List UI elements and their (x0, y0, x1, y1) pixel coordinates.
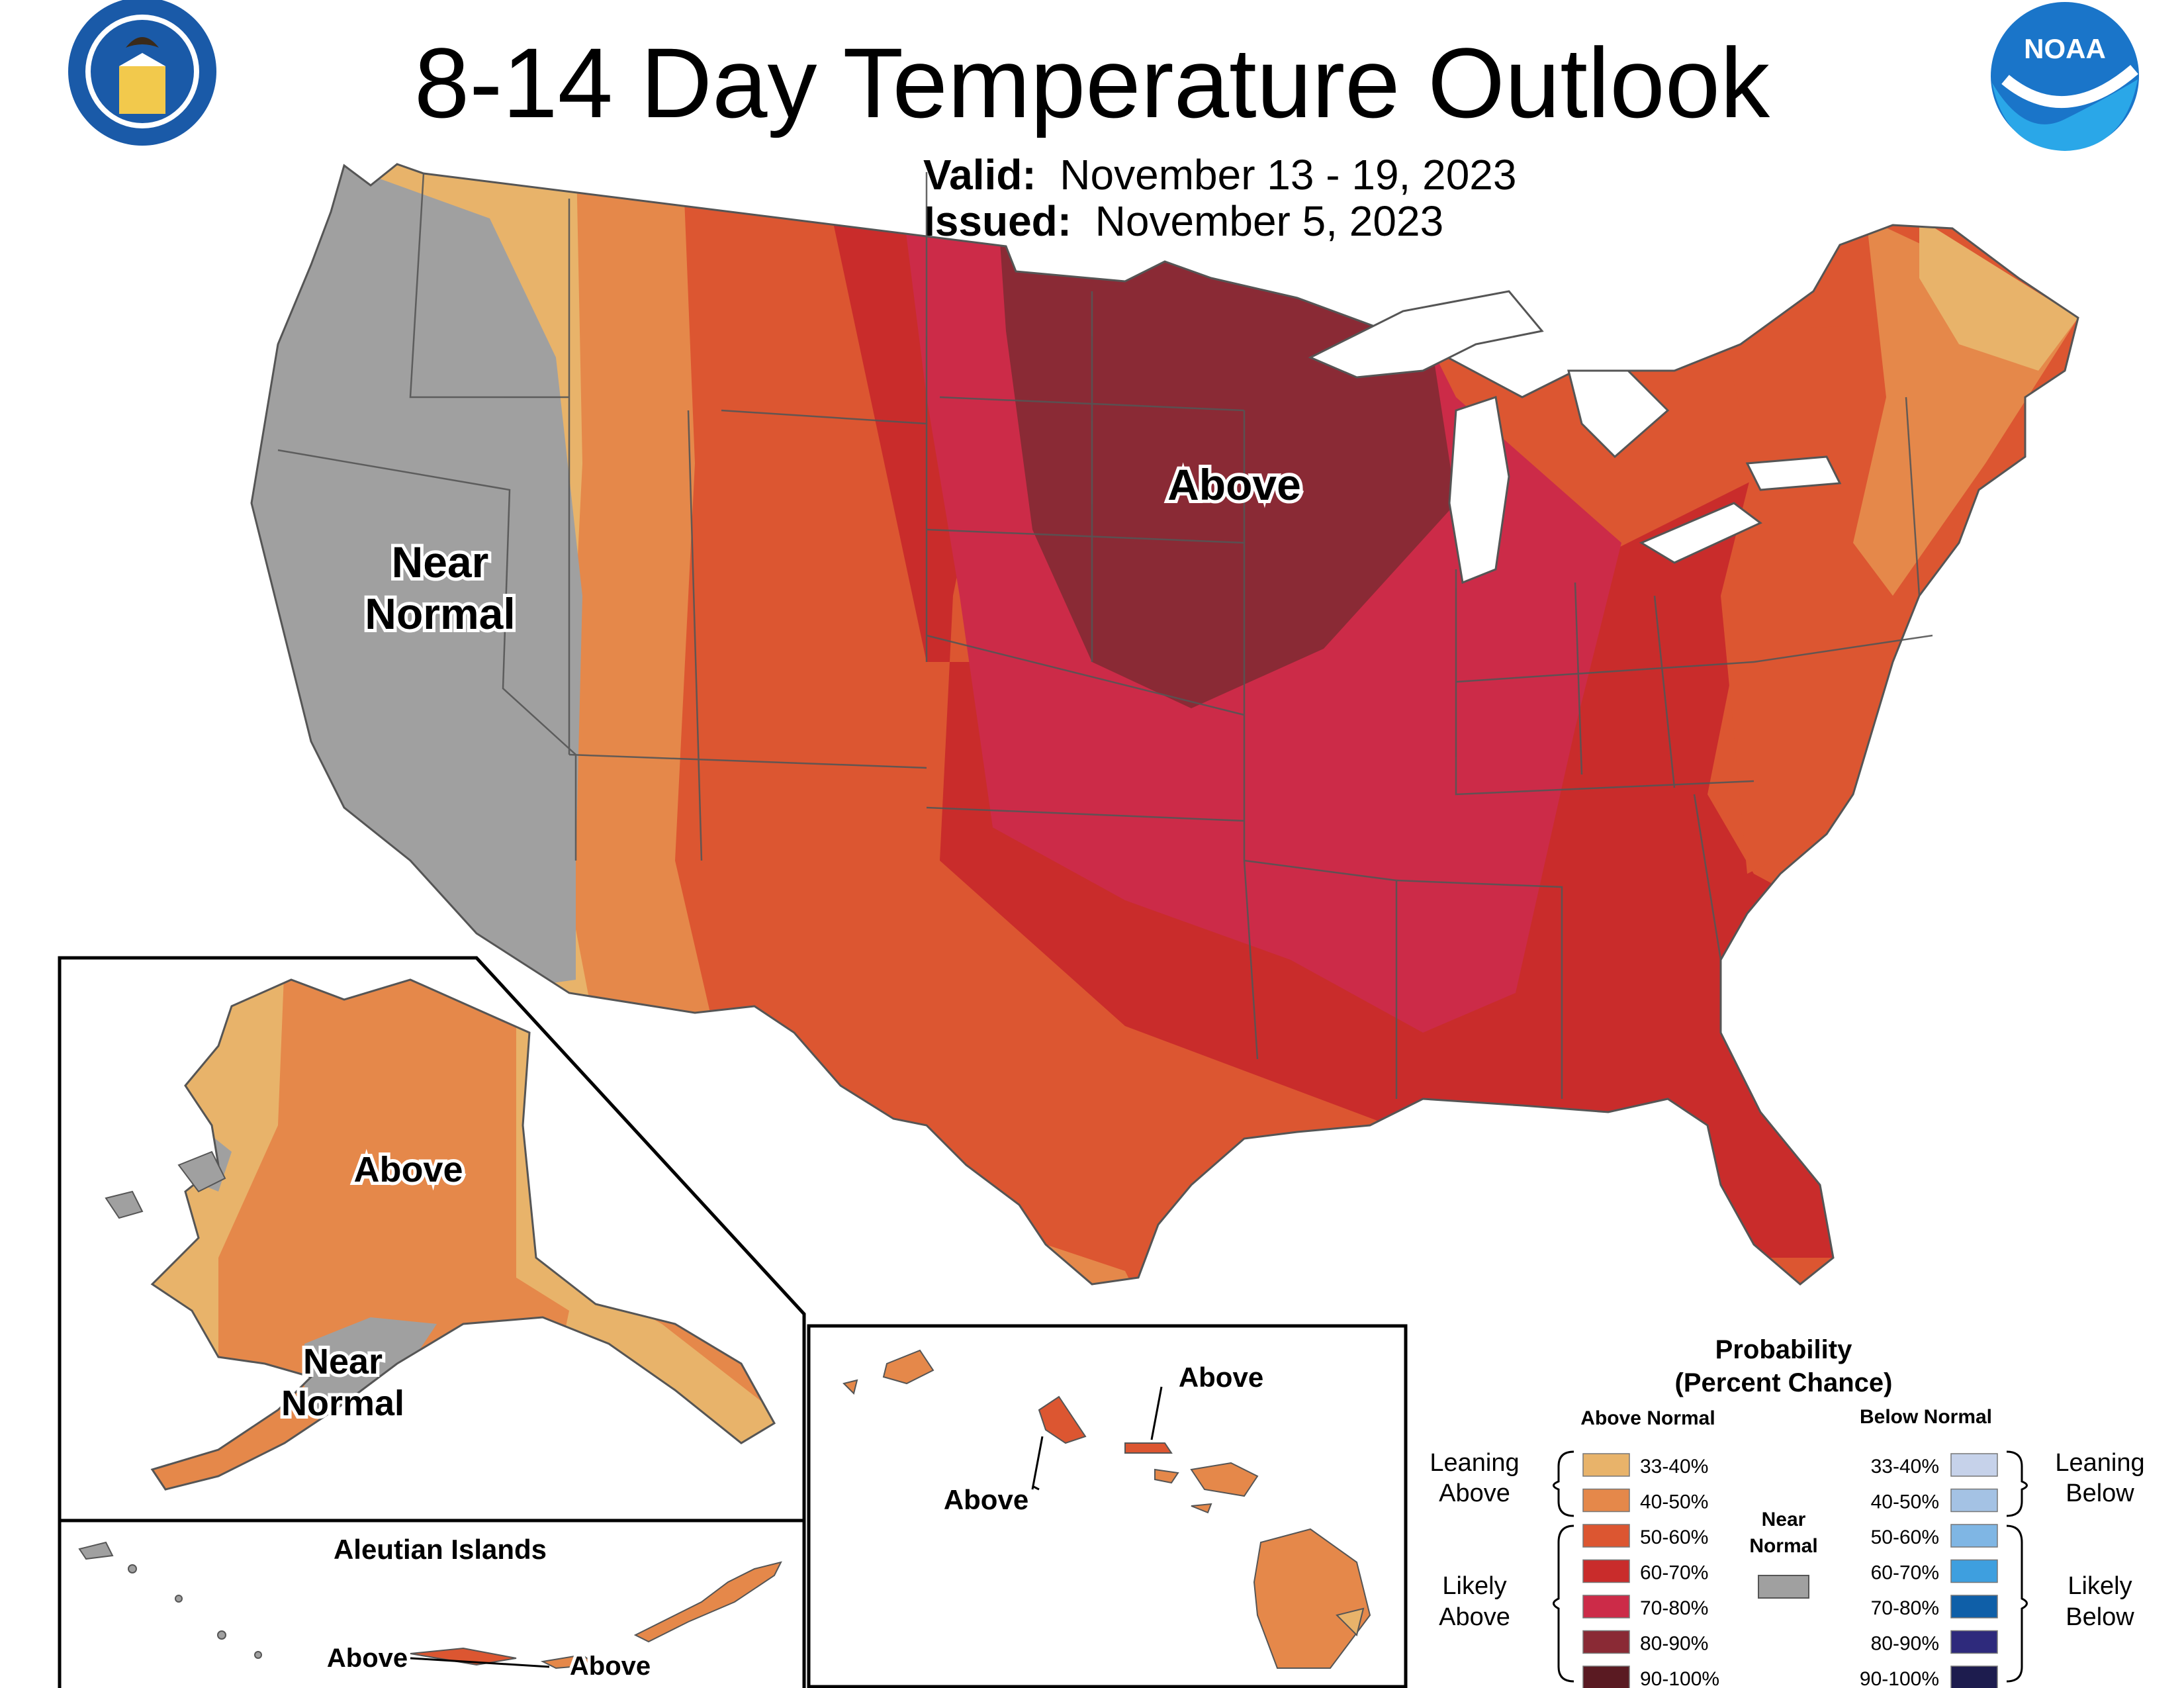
valid-line: Valid: November 13 - 19, 2023 (923, 151, 1516, 199)
legend-likely-above-1: Likely (1442, 1572, 1506, 1600)
legend-below-swatch (1950, 1595, 1998, 1618)
legend-near-2: Normal (1749, 1535, 1817, 1557)
legend-likely-below-2: Below (2066, 1603, 2134, 1631)
legend-leaning-above-2: Above (1439, 1479, 1510, 1507)
noaa-logo-icon: NOAA (1991, 2, 2139, 151)
legend-title-2: (Percent Chance) (1675, 1368, 1893, 1397)
issued-value: November 5, 2023 (1095, 197, 1444, 245)
legend-below-swatch (1950, 1488, 1998, 1513)
legend-below-swatch (1950, 1665, 1998, 1688)
alaska-inset-frame (58, 956, 806, 1523)
legend-above-header: Above Normal (1580, 1407, 1715, 1429)
legend-above-range: 70-80% (1640, 1597, 1708, 1619)
ak-near-label-2: Normal (281, 1383, 404, 1423)
issued-label: Issued: (923, 197, 1072, 245)
legend-below-range: 70-80% (1871, 1597, 1939, 1619)
legend-likely-above-2: Above (1439, 1603, 1510, 1631)
conus-near-label-1: Near (392, 538, 489, 586)
legend-leaning-above-1: Leaning (1430, 1449, 1519, 1477)
legend-above-range: 60-70% (1640, 1562, 1708, 1584)
legend-below-swatch (1950, 1630, 1998, 1654)
issued-line: Issued: November 5, 2023 (923, 197, 1443, 245)
legend-above-range: 50-60% (1640, 1526, 1708, 1548)
conus-near-label-2: Normal (365, 589, 515, 638)
state-boundaries (277, 172, 1933, 1099)
hi-above-label-2: Above (944, 1484, 1028, 1515)
aleutian-above-label-1: Above (327, 1644, 408, 1673)
legend-above-range: 33-40% (1640, 1456, 1708, 1477)
alaska-probability-map (152, 980, 774, 1489)
legend-below-range: 40-50% (1871, 1491, 1939, 1513)
legend-below-swatch (1950, 1524, 1998, 1548)
legend-below-swatch (1950, 1559, 1998, 1583)
legend-likely-below-1: Likely (2068, 1572, 2132, 1600)
legend-below-swatch (1950, 1453, 1998, 1477)
legend-near-swatch (1758, 1575, 1809, 1599)
legend-leaning-below-2: Below (2066, 1479, 2134, 1507)
hi-above-label-1: Above (1179, 1362, 1263, 1393)
aleutian-title: Aleutian Islands (334, 1534, 547, 1565)
legend-below-range: 80-90% (1871, 1633, 1939, 1655)
legend-near-1: Near (1762, 1509, 1806, 1530)
ak-above-label: Above (353, 1150, 463, 1190)
conus-above-label: Above (1167, 460, 1301, 509)
hawaii-inset-frame (807, 1324, 1408, 1688)
legend-above-swatch (1582, 1453, 1630, 1477)
legend-below-range: 60-70% (1871, 1562, 1939, 1584)
great-lakes (1308, 290, 1842, 585)
legend-above-swatch (1582, 1595, 1630, 1618)
hawaii-islands (842, 1349, 1371, 1669)
legend-above-swatch (1582, 1524, 1630, 1548)
valid-label: Valid: (923, 151, 1036, 199)
legend-above-swatch (1582, 1488, 1630, 1513)
commerce-seal-icon (68, 0, 216, 146)
aleutian-above-label-2: Above (570, 1652, 651, 1681)
ak-near-label-1: Near (303, 1342, 383, 1382)
legend: Probability (Percent Chance) Above Norma… (1430, 1335, 2145, 1688)
legend-below-range: 33-40% (1871, 1456, 1939, 1477)
legend-above-swatch (1582, 1559, 1630, 1583)
legend-below-header: Below Normal (1860, 1406, 1992, 1428)
legend-below-range: 90-100% (1860, 1668, 1939, 1688)
legend-above-swatch (1582, 1630, 1630, 1654)
valid-value: November 13 - 19, 2023 (1060, 151, 1517, 199)
legend-title-1: Probability (1715, 1335, 1852, 1364)
aleutian-islands (78, 1541, 782, 1669)
legend-above-range: 80-90% (1640, 1633, 1708, 1655)
legend-above-swatch (1582, 1665, 1630, 1688)
legend-leaning-below-1: Leaning (2055, 1449, 2144, 1477)
noaa-logo-text: NOAA (2024, 33, 2106, 64)
legend-above-range: 40-50% (1640, 1491, 1708, 1513)
page-title: 8-14 Day Temperature Outlook (414, 27, 1770, 138)
legend-below-range: 50-60% (1871, 1526, 1939, 1548)
legend-above-range: 90-100% (1640, 1668, 1719, 1688)
